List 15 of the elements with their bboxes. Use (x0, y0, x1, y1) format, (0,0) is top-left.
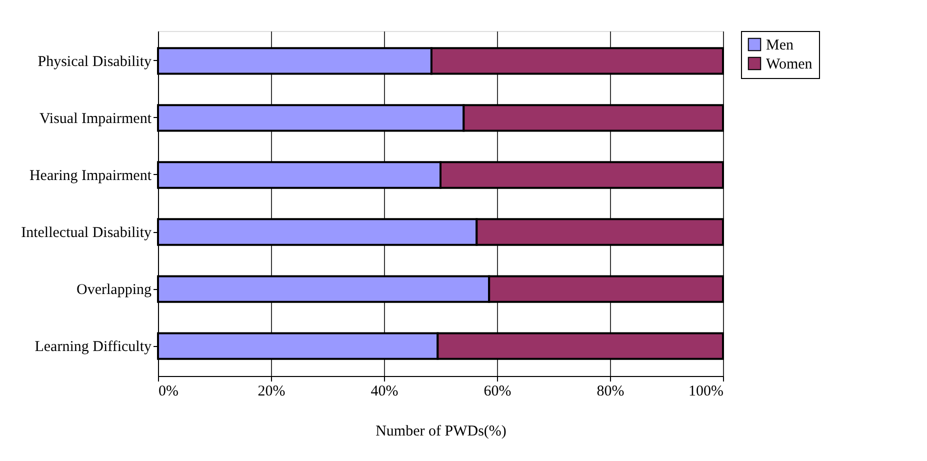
x-tick-label: 60% (484, 384, 512, 400)
y-tick-label: Learning Difficulty (34, 339, 152, 356)
y-tick-label: Hearing Impairment (29, 168, 152, 184)
legend-label: Men (766, 38, 794, 54)
x-tick-label: 0% (158, 384, 178, 400)
y-tick-label: Visual Impairment (40, 110, 152, 127)
x-tick-label: 40% (370, 384, 398, 400)
x-tick-label: 20% (258, 384, 286, 400)
x-tick-label: 80% (596, 384, 624, 400)
y-tick-label: Overlapping (76, 282, 152, 298)
x-axis-title: Number of PWDs(%) (376, 424, 506, 440)
y-tick-label: Physical Disability (38, 54, 152, 70)
x-tick-label: 100% (688, 384, 724, 400)
y-tick-label: Intellectual Disability (21, 225, 152, 242)
legend-label: Women (766, 56, 813, 72)
